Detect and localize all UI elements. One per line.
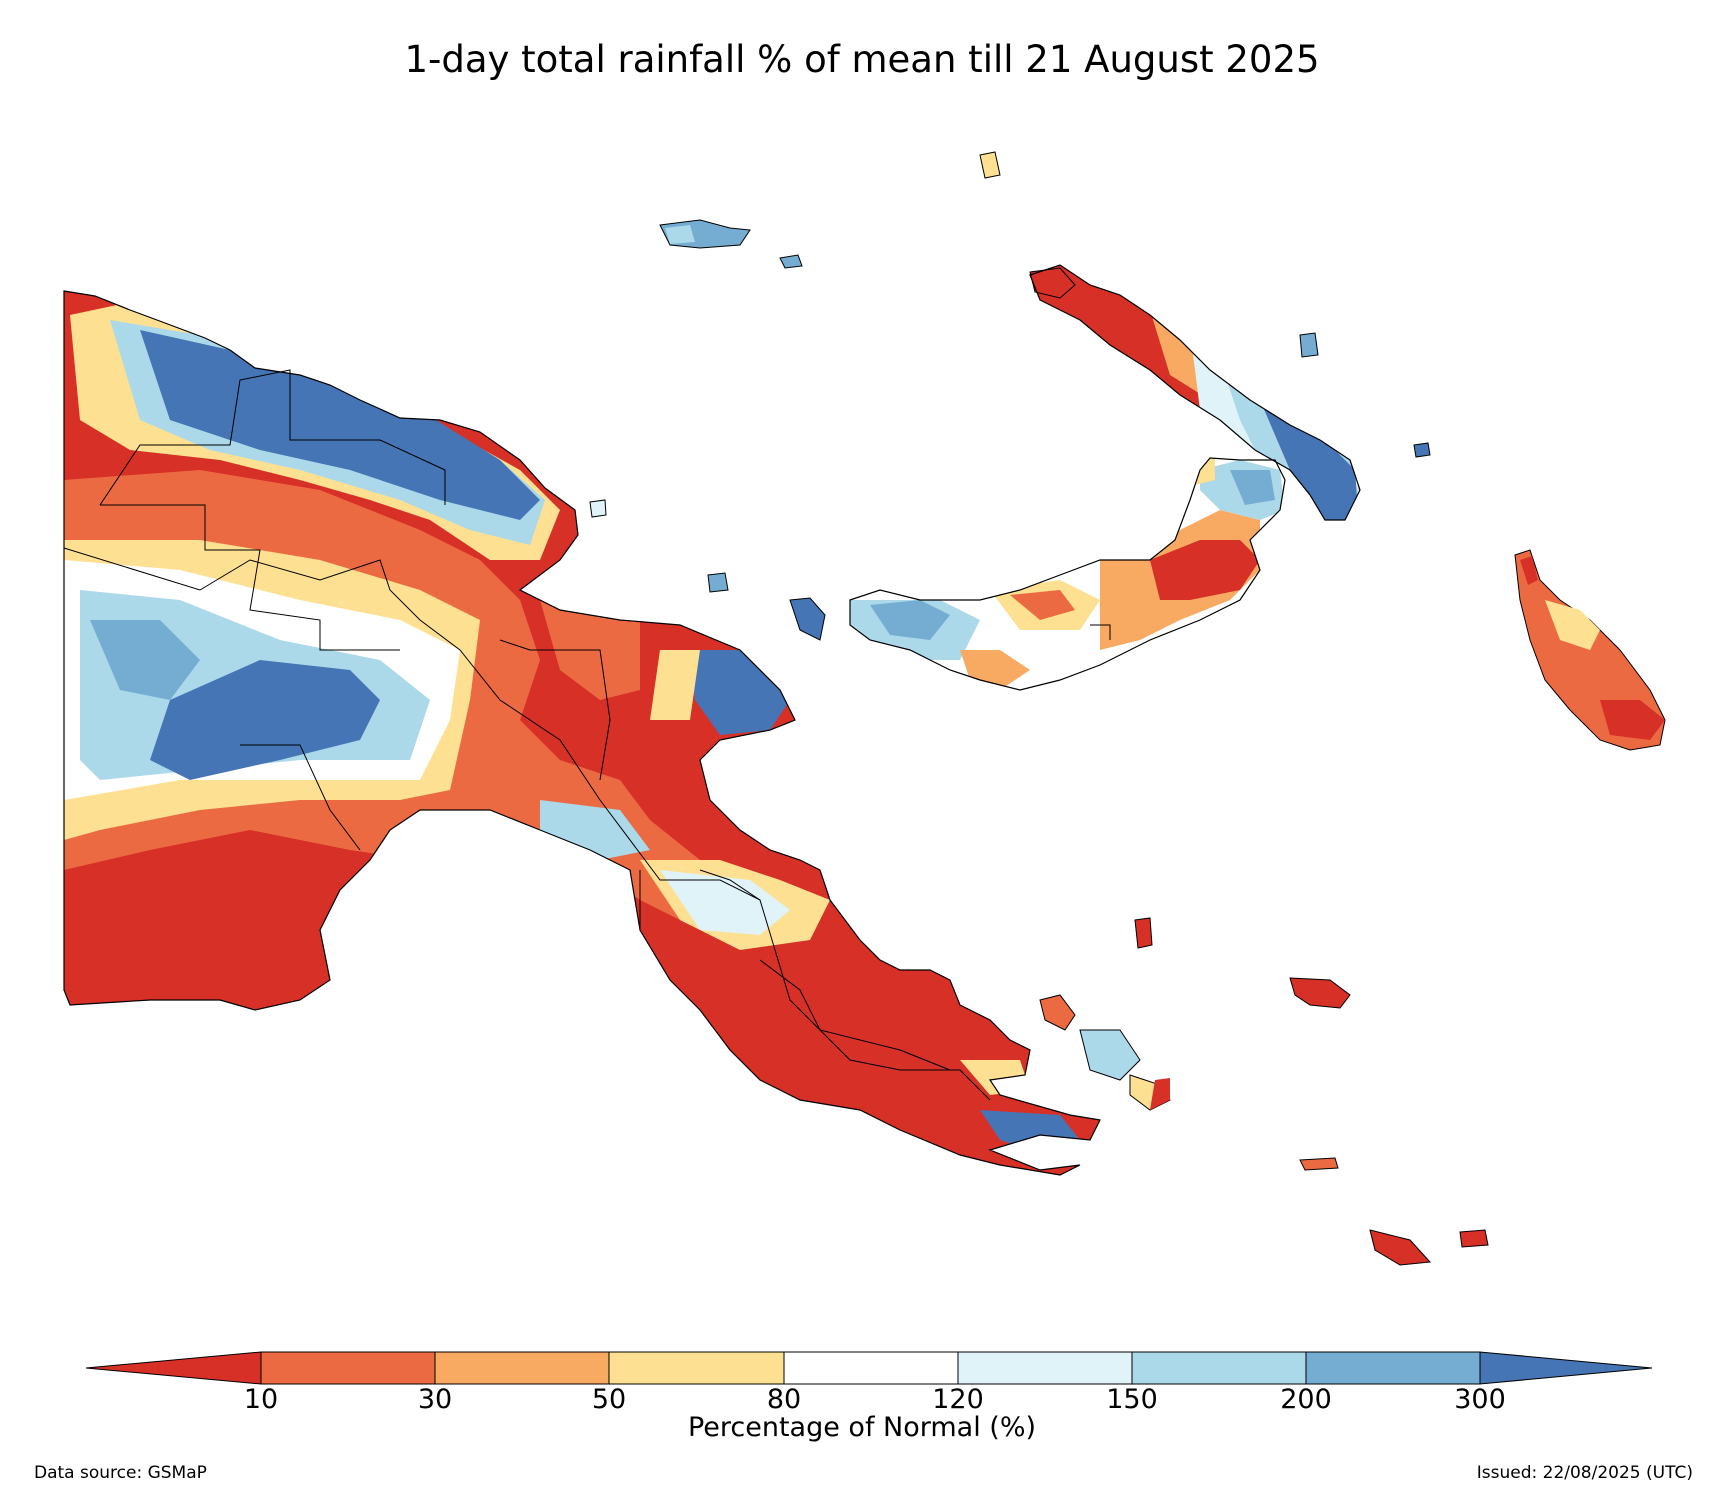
colorbar-bin-150-200 bbox=[1131, 1351, 1307, 1385]
colorbar-bin-120-150 bbox=[957, 1351, 1133, 1385]
colorbar-tick: 120 bbox=[932, 1384, 984, 1415]
bougainville-rainfall bbox=[1514, 549, 1666, 751]
colorbar-bin-30-50 bbox=[434, 1351, 610, 1385]
map-title: 1-day total rainfall % of mean till 21 A… bbox=[404, 38, 1320, 81]
small-islands bbox=[589, 151, 1489, 1266]
rainfall-map bbox=[63, 151, 1666, 1266]
colorbar-bin-80-120 bbox=[783, 1351, 959, 1385]
colorbar-bin-above-300 bbox=[1479, 1351, 1653, 1385]
coastline bbox=[63, 264, 1361, 1176]
colorbar-tick: 200 bbox=[1280, 1384, 1332, 1415]
manus-island bbox=[659, 219, 803, 269]
issued-date: Issued: 22/08/2025 (UTC) bbox=[1476, 1463, 1693, 1483]
colorbar-tick: 10 bbox=[243, 1384, 279, 1415]
data-source: Data source: GSMaP bbox=[34, 1463, 207, 1483]
colorbar-label: Percentage of Normal (%) bbox=[687, 1412, 1037, 1443]
colorbar-bin-below-10 bbox=[85, 1351, 262, 1385]
colorbar-tick: 30 bbox=[417, 1384, 453, 1415]
colorbar-tick: 150 bbox=[1106, 1384, 1158, 1415]
colorbar-tick: 80 bbox=[766, 1384, 802, 1415]
colorbar-bin-10-30 bbox=[260, 1351, 436, 1385]
colorbar-bin-200-300 bbox=[1305, 1351, 1481, 1385]
colorbar-bin-50-80 bbox=[608, 1351, 785, 1385]
colorbar bbox=[85, 1351, 1653, 1385]
province-boundaries bbox=[63, 369, 1111, 1101]
colorbar-tick: 300 bbox=[1454, 1384, 1506, 1415]
colorbar-tick: 50 bbox=[591, 1384, 627, 1415]
